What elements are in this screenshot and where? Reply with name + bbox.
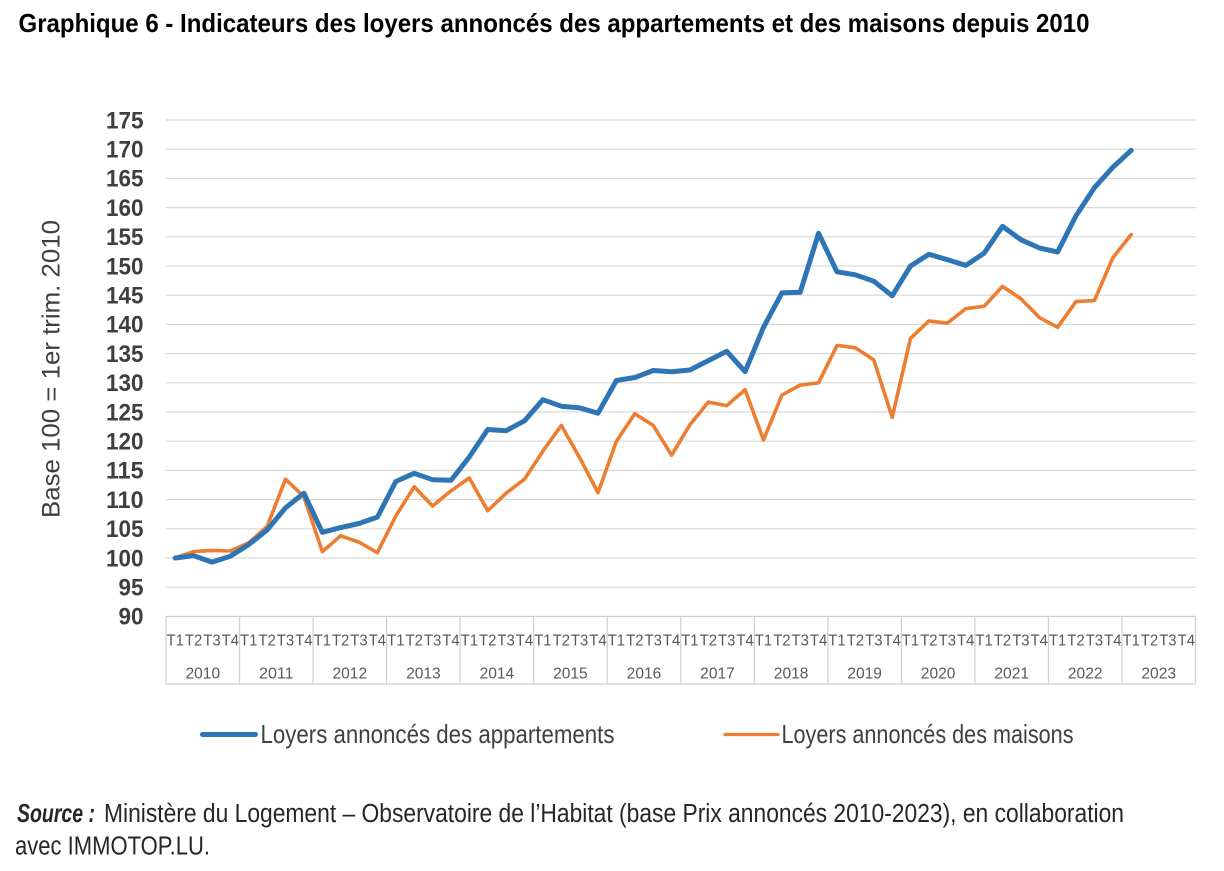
svg-text:135: 135 <box>106 341 144 368</box>
svg-text:T3: T3 <box>939 633 956 650</box>
svg-text:T2: T2 <box>406 633 423 650</box>
svg-text:2021: 2021 <box>994 666 1029 683</box>
svg-text:120: 120 <box>106 429 144 456</box>
svg-text:T4: T4 <box>516 633 534 650</box>
svg-text:T4: T4 <box>736 633 754 650</box>
svg-text:100: 100 <box>106 545 144 572</box>
svg-text:T1: T1 <box>534 633 551 650</box>
svg-text:T3: T3 <box>350 633 367 650</box>
svg-text:T2: T2 <box>994 633 1011 650</box>
svg-text:115: 115 <box>106 458 144 485</box>
svg-text:90: 90 <box>119 604 144 631</box>
svg-text:95: 95 <box>119 575 144 602</box>
svg-text:T1: T1 <box>828 633 845 650</box>
svg-text:155: 155 <box>106 224 144 251</box>
svg-text:Loyers annoncés des maisons: Loyers annoncés des maisons <box>782 719 1074 749</box>
svg-text:T2: T2 <box>626 633 643 650</box>
svg-text:2016: 2016 <box>627 666 662 683</box>
svg-text:T4: T4 <box>222 633 240 650</box>
svg-text:T1: T1 <box>167 633 184 650</box>
svg-text:2022: 2022 <box>1068 666 1103 683</box>
svg-text:T3: T3 <box>497 633 514 650</box>
svg-text:Base 100 = 1er trim. 2010: Base 100 = 1er trim. 2010 <box>38 220 66 518</box>
svg-text:T2: T2 <box>553 633 570 650</box>
svg-text:T1: T1 <box>1123 633 1140 650</box>
svg-text:150: 150 <box>106 253 144 280</box>
svg-text:T2: T2 <box>920 633 937 650</box>
svg-text:2015: 2015 <box>553 666 588 683</box>
svg-text:T2: T2 <box>185 633 202 650</box>
svg-text:T1: T1 <box>240 633 257 650</box>
svg-text:T3: T3 <box>203 633 220 650</box>
svg-text:165: 165 <box>106 166 144 193</box>
svg-text:T3: T3 <box>277 633 294 650</box>
svg-text:T4: T4 <box>663 633 681 650</box>
svg-text:110: 110 <box>106 487 144 514</box>
svg-text:T2: T2 <box>847 633 864 650</box>
svg-text:T2: T2 <box>1067 633 1084 650</box>
svg-text:130: 130 <box>106 370 144 397</box>
svg-text:T4: T4 <box>442 633 460 650</box>
svg-text:105: 105 <box>106 516 144 543</box>
svg-text:175: 175 <box>106 107 144 134</box>
svg-text:T4: T4 <box>957 633 975 650</box>
svg-text:2010: 2010 <box>186 666 221 683</box>
svg-text:T3: T3 <box>1012 633 1029 650</box>
svg-text:T1: T1 <box>314 633 331 650</box>
svg-text:125: 125 <box>106 399 144 426</box>
svg-text:2018: 2018 <box>774 666 809 683</box>
svg-text:T1: T1 <box>681 633 698 650</box>
svg-text:T1: T1 <box>902 633 919 650</box>
svg-text:T1: T1 <box>608 633 625 650</box>
svg-text:T1: T1 <box>1049 633 1066 650</box>
svg-text:2012: 2012 <box>333 666 368 683</box>
svg-text:T3: T3 <box>645 633 662 650</box>
svg-text:T2: T2 <box>479 633 496 650</box>
svg-text:T3: T3 <box>865 633 882 650</box>
svg-text:T2: T2 <box>773 633 790 650</box>
svg-text:T3: T3 <box>1086 633 1103 650</box>
svg-text:T4: T4 <box>1104 633 1122 650</box>
svg-text:170: 170 <box>106 137 144 164</box>
svg-text:Source :: Source : <box>17 798 95 828</box>
svg-text:T1: T1 <box>387 633 404 650</box>
svg-text:T3: T3 <box>792 633 809 650</box>
svg-text:T3: T3 <box>718 633 735 650</box>
svg-text:2011: 2011 <box>259 666 294 683</box>
svg-text:T4: T4 <box>369 633 387 650</box>
svg-text:Ministère du Logement – Observ: Ministère du Logement – Observatoire de … <box>104 800 1124 828</box>
svg-text:T2: T2 <box>258 633 275 650</box>
svg-text:T4: T4 <box>810 633 828 650</box>
svg-text:2013: 2013 <box>406 666 441 683</box>
svg-text:T3: T3 <box>571 633 588 650</box>
svg-text:T2: T2 <box>700 633 717 650</box>
svg-text:T1: T1 <box>975 633 992 650</box>
svg-text:T4: T4 <box>589 633 607 650</box>
svg-text:T1: T1 <box>461 633 478 650</box>
svg-text:T4: T4 <box>295 633 313 650</box>
svg-text:2023: 2023 <box>1141 666 1176 683</box>
svg-text:T4: T4 <box>1031 633 1049 650</box>
svg-text:2019: 2019 <box>847 666 882 683</box>
svg-text:2014: 2014 <box>480 666 515 683</box>
svg-text:T4: T4 <box>1178 633 1196 650</box>
svg-text:145: 145 <box>106 283 144 310</box>
svg-text:Loyers annoncés des appartemen: Loyers annoncés des appartements <box>261 719 615 749</box>
svg-text:2020: 2020 <box>921 666 956 683</box>
svg-text:2017: 2017 <box>700 666 735 683</box>
svg-text:140: 140 <box>106 312 144 339</box>
svg-text:T2: T2 <box>1141 633 1158 650</box>
svg-text:T3: T3 <box>1159 633 1176 650</box>
svg-text:Graphique 6 - Indicateurs des: Graphique 6 - Indicateurs des loyers ann… <box>19 8 1090 38</box>
svg-text:160: 160 <box>106 195 144 222</box>
svg-text:avec IMMOTOP.LU.: avec IMMOTOP.LU. <box>15 833 210 861</box>
svg-text:T1: T1 <box>755 633 772 650</box>
svg-text:T4: T4 <box>884 633 902 650</box>
svg-text:T3: T3 <box>424 633 441 650</box>
svg-text:T2: T2 <box>332 633 349 650</box>
